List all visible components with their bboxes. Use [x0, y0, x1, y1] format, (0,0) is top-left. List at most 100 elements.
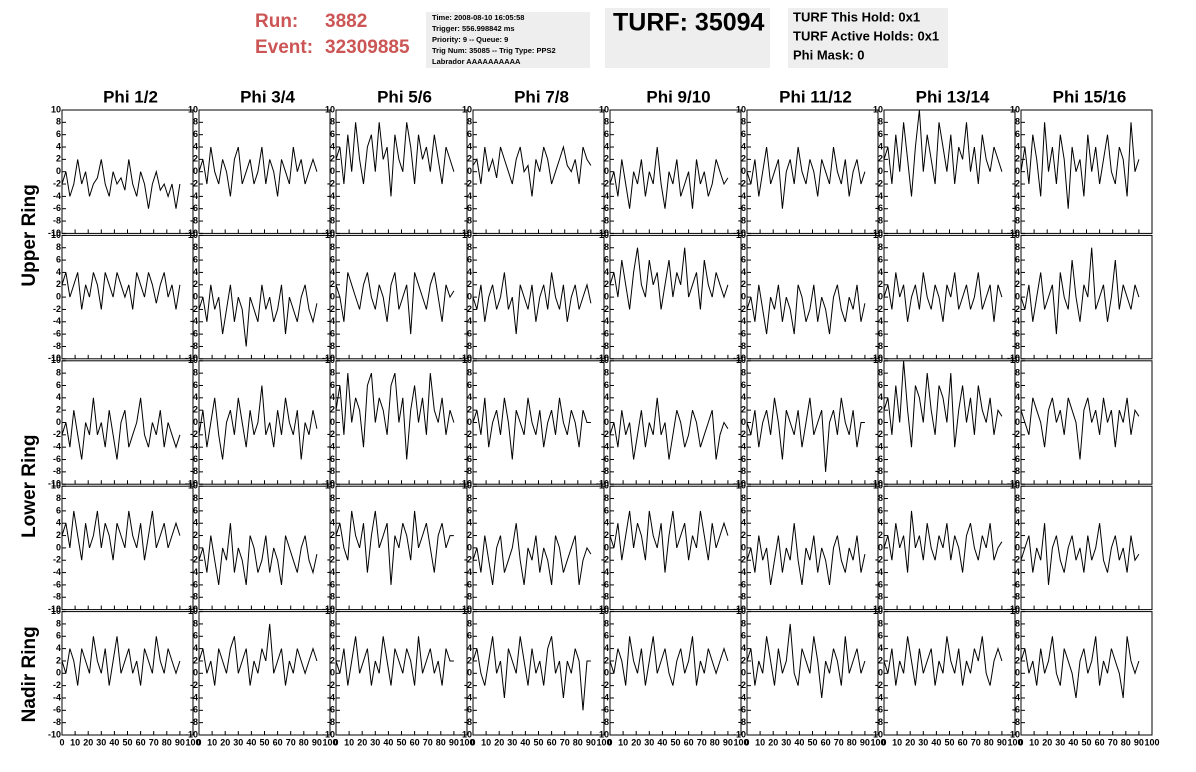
turf-info-line: TURF This Hold: 0x1 [793, 9, 920, 24]
y-tick-label: -10 [48, 604, 61, 614]
y-tick-label: -8 [875, 466, 883, 476]
waveform [883, 360, 1003, 448]
waveform [746, 623, 866, 699]
y-tick-label: -2 [53, 680, 61, 690]
y-tick-label: 8 [193, 618, 198, 628]
y-tick-label: 10 [736, 230, 746, 240]
y-tick-label: 0 [1015, 668, 1020, 678]
y-tick-label: 0 [878, 668, 883, 678]
y-tick-label: -4 [601, 316, 609, 326]
waveform [609, 397, 729, 460]
x-tick-label: 40 [657, 737, 667, 747]
y-tick-label: 2 [467, 530, 472, 540]
x-tick-label: 60 [136, 737, 146, 747]
y-tick-label: -6 [875, 705, 883, 715]
waveform [335, 272, 455, 335]
y-tick-label: 4 [193, 643, 198, 653]
y-tick-label: 4 [1015, 267, 1020, 277]
panel-frame [883, 109, 1016, 234]
panel-frame [198, 485, 331, 611]
y-tick-label: 8 [56, 618, 61, 628]
row-label: Nadir Ring [19, 626, 40, 722]
y-tick-label: 6 [604, 129, 609, 139]
y-tick-label: -4 [190, 692, 198, 702]
y-tick-label: 0 [878, 417, 883, 427]
y-tick-label: -2 [738, 555, 746, 565]
column-label: Phi 9/10 [646, 87, 710, 106]
panel-frame [61, 611, 194, 736]
x-tick-label: 50 [533, 737, 543, 747]
y-tick-label: 4 [467, 141, 472, 151]
y-tick-label: 8 [330, 242, 335, 252]
y-tick-label: -10 [596, 604, 609, 614]
y-tick-label: -8 [601, 215, 609, 225]
y-tick-label: 4 [604, 518, 609, 528]
y-tick-label: -10 [185, 479, 198, 489]
x-tick-label: 70 [423, 737, 433, 747]
y-tick-label: 2 [467, 279, 472, 289]
y-tick-label: -2 [601, 429, 609, 439]
y-tick-label: 2 [330, 279, 335, 289]
y-tick-label: 4 [1015, 643, 1020, 653]
waveform [61, 397, 181, 460]
y-tick-label: 0 [330, 542, 335, 552]
y-tick-label: 8 [56, 368, 61, 378]
y-tick-label: -4 [53, 442, 61, 452]
y-tick-label: -6 [190, 454, 198, 464]
y-tick-label: 8 [1015, 242, 1020, 252]
y-tick-label: 4 [330, 267, 335, 277]
y-tick-label: 0 [330, 166, 335, 176]
y-tick-label: 10 [599, 230, 609, 240]
y-tick-label: -4 [464, 442, 472, 452]
panel-frame [335, 360, 468, 485]
y-tick-label: -8 [1012, 215, 1020, 225]
y-tick-label: -4 [327, 191, 335, 201]
y-tick-label: 8 [330, 618, 335, 628]
y-tick-label: 6 [193, 380, 198, 390]
x-tick-label: 90 [1134, 737, 1144, 747]
y-tick-label: 4 [330, 643, 335, 653]
y-tick-label: 0 [878, 166, 883, 176]
y-tick-label: -8 [464, 341, 472, 351]
y-tick-label: 0 [604, 417, 609, 427]
y-tick-label: 0 [1015, 166, 1020, 176]
y-tick-label: 6 [467, 129, 472, 139]
turf-info-box [788, 8, 948, 68]
y-tick-label: 10 [462, 355, 472, 365]
y-tick-label: 4 [878, 267, 883, 277]
y-tick-label: -8 [1012, 717, 1020, 727]
x-tick-label: 90 [723, 737, 733, 747]
y-tick-label: -2 [327, 680, 335, 690]
y-tick-label: 2 [193, 405, 198, 415]
y-tick-label: 0 [741, 291, 746, 301]
y-tick-label: -10 [322, 353, 335, 363]
y-tick-label: -4 [53, 191, 61, 201]
info-line: Priority: 9 -- Queue: 9 [432, 35, 508, 44]
y-tick-label: 8 [330, 368, 335, 378]
y-tick-label: -6 [464, 454, 472, 464]
y-tick-label: 4 [467, 518, 472, 528]
y-tick-label: -2 [875, 555, 883, 565]
waveform [61, 272, 181, 310]
y-tick-label: 8 [878, 493, 883, 503]
y-tick-label: 4 [193, 267, 198, 277]
y-tick-label: -6 [601, 579, 609, 589]
info-line: Trig Num: 35085 -- Trig Type: PPS2 [432, 46, 556, 55]
x-tick-label: 40 [794, 737, 804, 747]
y-tick-label: -10 [1007, 228, 1020, 238]
y-tick-label: 6 [741, 254, 746, 264]
x-tick-label: 40 [383, 737, 393, 747]
y-tick-label: -4 [327, 567, 335, 577]
y-tick-label: 6 [193, 505, 198, 515]
y-tick-label: -6 [464, 328, 472, 338]
y-tick-label: -10 [459, 729, 472, 739]
y-tick-label: 6 [330, 129, 335, 139]
info-line: Labrador AAAAAAAAAA [432, 57, 521, 66]
y-tick-label: 6 [741, 129, 746, 139]
y-tick-label: -6 [464, 579, 472, 589]
y-tick-label: 6 [1015, 380, 1020, 390]
waveform [198, 385, 318, 460]
y-tick-label: -4 [1012, 442, 1020, 452]
y-tick-label: -10 [185, 353, 198, 363]
